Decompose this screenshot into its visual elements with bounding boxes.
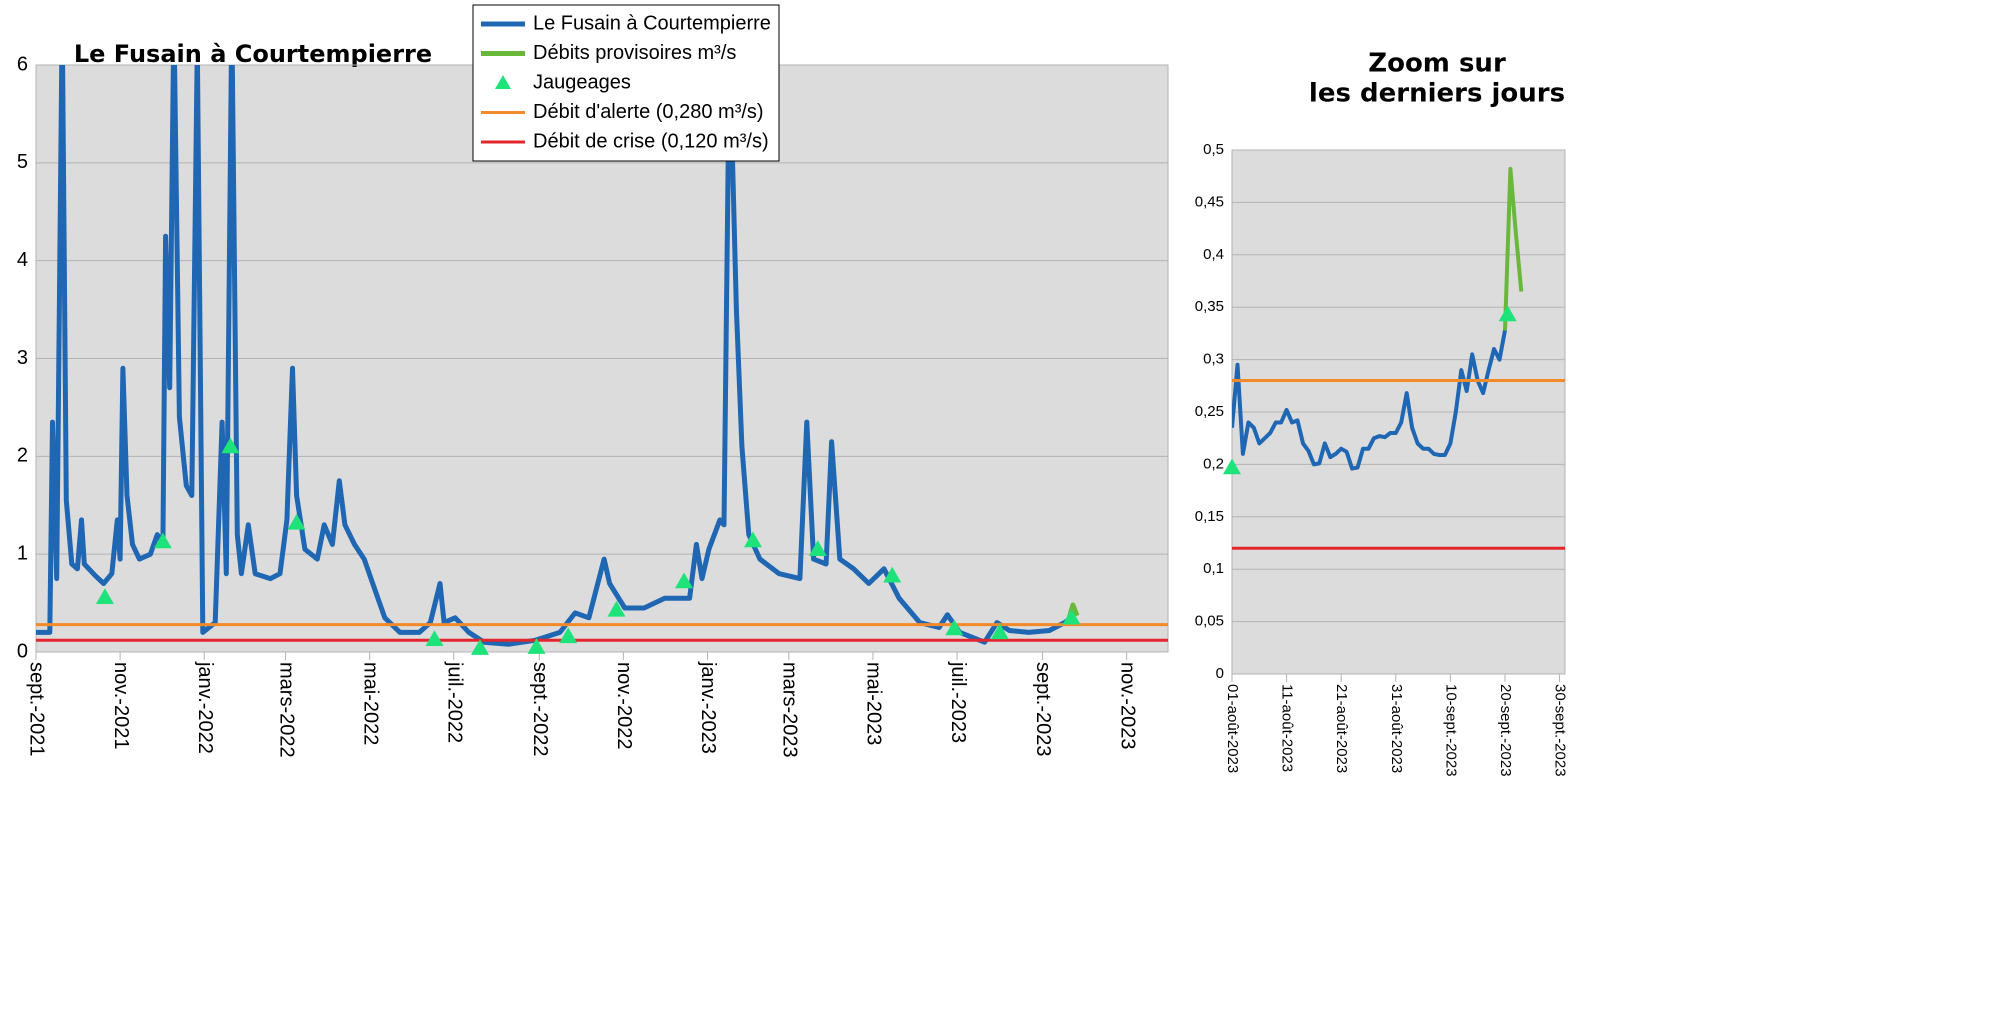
plot bbox=[1232, 166, 1565, 550]
gauging-marker bbox=[990, 623, 1009, 640]
gauging-marker bbox=[743, 531, 762, 548]
gauging-marker bbox=[95, 588, 114, 604]
x-tick-label: 31-août-2023 bbox=[1388, 684, 1405, 773]
x-tick-label: janv.-2022 bbox=[194, 661, 216, 754]
y-tick-label: 1 bbox=[17, 542, 28, 564]
x-tick-label: juil.-2022 bbox=[443, 661, 465, 743]
x-tick-label: mai-2023 bbox=[863, 662, 885, 745]
y-tick-label: 6 bbox=[17, 53, 28, 75]
x-tick-label: juil.-2023 bbox=[947, 661, 969, 743]
x-tick-label: 11-août-2023 bbox=[1279, 684, 1296, 772]
x-tick-label: sept.-2022 bbox=[529, 662, 551, 757]
chart-title: Zoom sur bbox=[1368, 49, 1506, 79]
series-line bbox=[1503, 166, 1524, 331]
gauging-marker bbox=[559, 627, 578, 644]
gauging-marker bbox=[287, 513, 306, 530]
legend-label: Le Fusain à Courtempierre bbox=[533, 12, 771, 34]
x-tick-label: 10-sept.-2023 bbox=[1442, 684, 1459, 777]
series-line bbox=[1232, 329, 1507, 471]
legend bbox=[472, 4, 780, 162]
chart-title: Le Fusain à Courtempierre bbox=[74, 40, 432, 68]
y-tick-label: 0,3 bbox=[1203, 351, 1224, 368]
gauging-marker bbox=[153, 532, 172, 549]
y-tick-label: 0,4 bbox=[1203, 246, 1224, 263]
y-tick-label: 0,05 bbox=[1195, 613, 1224, 630]
y-tick-label: 0,35 bbox=[1195, 298, 1224, 315]
y-tick-label: 3 bbox=[17, 347, 28, 369]
x-tick-label: sept.-2023 bbox=[1032, 662, 1054, 757]
gauging-marker bbox=[1062, 608, 1081, 625]
gauging-marker bbox=[221, 437, 240, 454]
legend-label: Jaugeages bbox=[533, 71, 631, 93]
y-tick-label: 0,15 bbox=[1195, 508, 1224, 525]
x-tick-label: sept.-2021 bbox=[26, 662, 48, 757]
y-tick-label: 0,5 bbox=[1203, 141, 1224, 158]
gauging-marker bbox=[607, 600, 626, 617]
x-tick-label: 01-août-2023 bbox=[1224, 684, 1241, 773]
y-tick-label: 0,25 bbox=[1195, 403, 1224, 420]
x-tick-label: 21-août-2023 bbox=[1333, 684, 1350, 773]
legend-label: Débit de crise (0,120 m³/s) bbox=[533, 130, 769, 152]
gauging-marker bbox=[945, 619, 964, 636]
gauging-marker bbox=[675, 572, 694, 589]
gauging-marker bbox=[1223, 458, 1241, 475]
legend-swatch bbox=[495, 75, 511, 89]
y-tick-label: 0,45 bbox=[1195, 193, 1224, 210]
x-tick-label: 20-sept.-2023 bbox=[1497, 684, 1514, 777]
x-tick-label: 30-sept.-2023 bbox=[1552, 684, 1569, 777]
x-tick-label: janv.-2023 bbox=[697, 661, 719, 754]
chart-title: les derniers jours bbox=[1309, 79, 1565, 109]
y-tick-label: 0,1 bbox=[1203, 560, 1224, 577]
series-line bbox=[36, 65, 1071, 647]
gauging-marker bbox=[1498, 305, 1517, 322]
gauging-marker bbox=[425, 630, 444, 647]
x-tick-label: mars-2022 bbox=[275, 662, 297, 758]
y-tick-label: 0 bbox=[1216, 665, 1224, 682]
legend-label: Débit d'alerte (0,280 m³/s) bbox=[533, 101, 764, 123]
x-tick-label: nov.-2023 bbox=[1116, 662, 1138, 749]
x-tick-label: nov.-2022 bbox=[613, 662, 635, 749]
x-tick-label: mai-2022 bbox=[359, 662, 381, 745]
gauging-marker bbox=[527, 638, 546, 654]
gauging-marker bbox=[808, 540, 827, 557]
plot bbox=[36, 65, 1168, 647]
gauging-marker bbox=[470, 639, 489, 655]
y-tick-label: 2 bbox=[17, 445, 28, 467]
gauging-marker bbox=[883, 566, 902, 583]
legend-label: Débits provisoires m³/s bbox=[533, 42, 736, 64]
y-tick-label: 0 bbox=[17, 640, 28, 662]
x-tick-label: mars-2023 bbox=[779, 662, 801, 758]
x-tick-label: nov.-2021 bbox=[110, 662, 132, 749]
y-tick-label: 4 bbox=[17, 249, 28, 271]
y-tick-label: 0,2 bbox=[1203, 455, 1224, 472]
y-tick-label: 5 bbox=[17, 151, 28, 173]
